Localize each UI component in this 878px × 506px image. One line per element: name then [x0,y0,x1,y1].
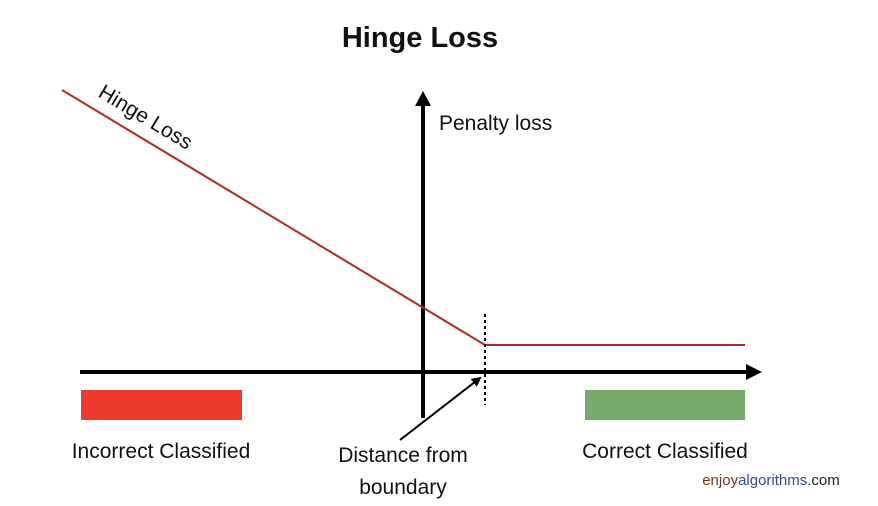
y-axis-arrowhead [415,91,431,106]
diagram-title: Hinge Loss [342,22,498,54]
margin-annotation-line2: boundary [359,476,447,499]
annotation-arrow [399,376,482,441]
x-axis-arrowhead [746,364,762,380]
correct-classified-label: Correct Classified [582,440,748,463]
margin-annotation-line1: Distance from [338,444,468,467]
brand-part-2: algorithms [738,472,807,489]
brand-part-1: enjoy [702,472,738,489]
incorrect-region-bar [81,390,242,420]
brand-part-3: .com [807,472,840,489]
incorrect-classified-label: Incorrect Classified [72,440,251,463]
brand-watermark: enjoyalgorithms.com [702,472,840,489]
y-axis-label: Penalty loss [439,112,552,135]
curve-label: Hinge Loss [94,81,196,155]
correct-region-bar [585,390,745,420]
